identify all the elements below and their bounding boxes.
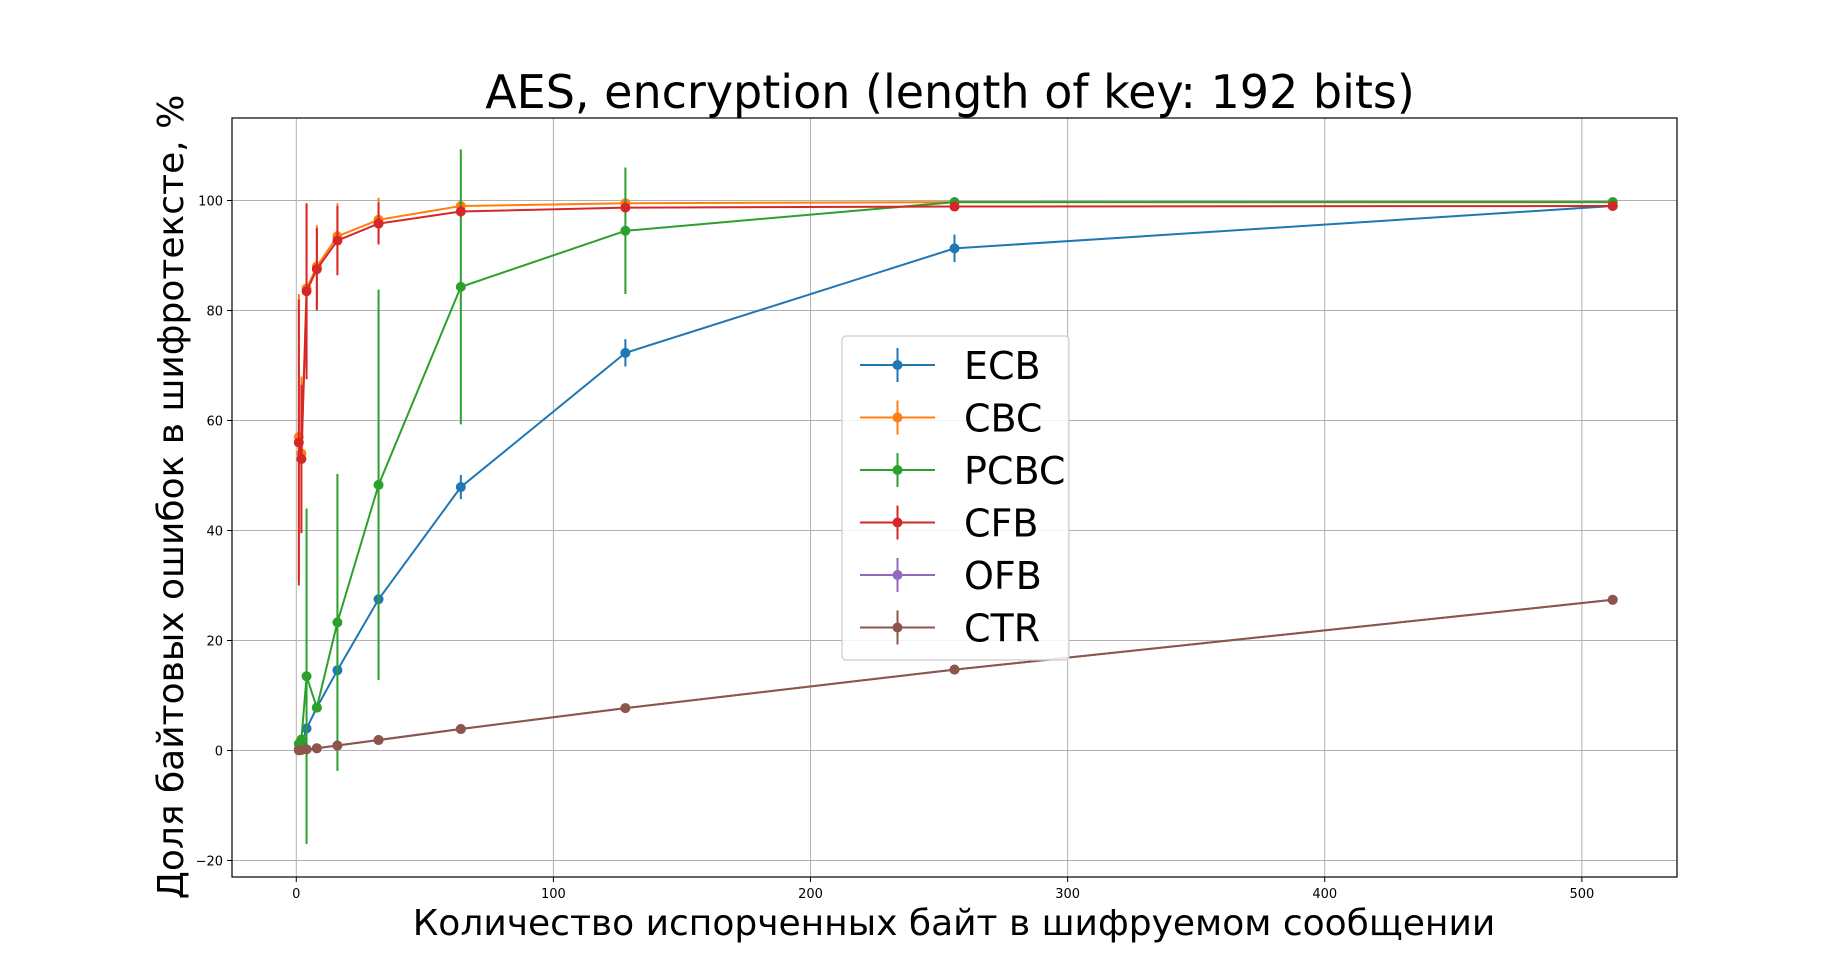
legend-marker <box>892 465 903 475</box>
data-point <box>296 734 307 745</box>
series-line <box>298 201 1613 745</box>
data-point <box>311 743 322 754</box>
data-point <box>620 202 631 213</box>
legend-marker <box>892 622 903 633</box>
data-point <box>1607 594 1618 605</box>
data-point <box>301 671 312 682</box>
legend-marker <box>892 570 903 580</box>
y-tick-label: 100 <box>198 195 223 210</box>
x-tick-label: 400 <box>1312 887 1337 902</box>
legend-label: CTR <box>964 607 1040 651</box>
chart-title: AES, encryption (length of key: 192 bits… <box>485 65 1415 119</box>
legend-entry-ctr: CTR <box>860 607 1040 651</box>
data-point <box>620 347 631 358</box>
data-point <box>311 264 322 275</box>
x-tick-label: 200 <box>798 887 823 902</box>
legend-label: ECB <box>964 344 1041 388</box>
series-cfb <box>293 201 1618 586</box>
legend-entry-cfb: CFB <box>860 502 1038 546</box>
data-point <box>620 703 631 714</box>
data-point <box>373 479 384 490</box>
plot-series <box>293 149 1618 844</box>
data-point <box>620 225 631 236</box>
data-point <box>332 740 343 751</box>
data-point <box>949 664 960 675</box>
data-point <box>311 702 322 713</box>
data-point <box>949 243 960 254</box>
plot-frame <box>231 117 1678 878</box>
legend-marker <box>892 517 903 528</box>
legend-entry-cbc: CBC <box>860 397 1042 441</box>
y-tick-label: 40 <box>206 525 223 540</box>
data-point <box>373 735 384 746</box>
data-point <box>293 437 304 448</box>
axis-ticks: 0 100 200 300 400 500 −20 0 20 40 60 80 100 <box>196 195 1595 903</box>
series-pcbc <box>293 149 1618 844</box>
data-point <box>332 235 343 246</box>
data-point <box>455 482 466 493</box>
data-point <box>332 617 343 628</box>
data-point <box>373 218 384 229</box>
data-point <box>296 454 307 464</box>
x-tick-label: 0 <box>292 887 300 902</box>
x-axis-label: Количество испорченных байт в шифруемом … <box>413 903 1496 944</box>
data-point <box>455 724 466 735</box>
legend-label: PCBC <box>964 449 1065 493</box>
series-ctr <box>293 594 1618 756</box>
legend-label: OFB <box>964 554 1042 598</box>
legend-label: CFB <box>964 502 1038 546</box>
legend-entry-ecb: ECB <box>860 344 1041 388</box>
data-point <box>301 286 312 297</box>
legend-entry-ofb: OFB <box>860 554 1042 598</box>
y-tick-label: 60 <box>206 415 223 430</box>
x-tick-label: 100 <box>541 887 566 902</box>
legend-marker <box>892 360 903 370</box>
y-tick-label: 80 <box>206 305 223 320</box>
series-line <box>297 205 1613 460</box>
legend: ECB CBC PCBC CFB OFB CTR <box>841 335 1070 661</box>
data-point <box>949 201 960 212</box>
data-point <box>1607 201 1618 211</box>
data-point <box>301 744 312 755</box>
y-tick-label: 20 <box>206 635 223 650</box>
data-point <box>455 281 466 292</box>
legend-label: CBC <box>964 397 1042 441</box>
y-tick-label: 0 <box>215 745 223 760</box>
legend-entry-pcbc: PCBC <box>860 449 1065 493</box>
x-tick-label: 500 <box>1569 887 1594 902</box>
legend-marker <box>892 412 903 423</box>
y-tick-label: −20 <box>196 855 223 870</box>
data-point <box>455 206 466 217</box>
x-tick-label: 300 <box>1055 887 1080 902</box>
y-axis-label: Доля байтовых ошибок в шифротексте, % <box>151 95 192 900</box>
